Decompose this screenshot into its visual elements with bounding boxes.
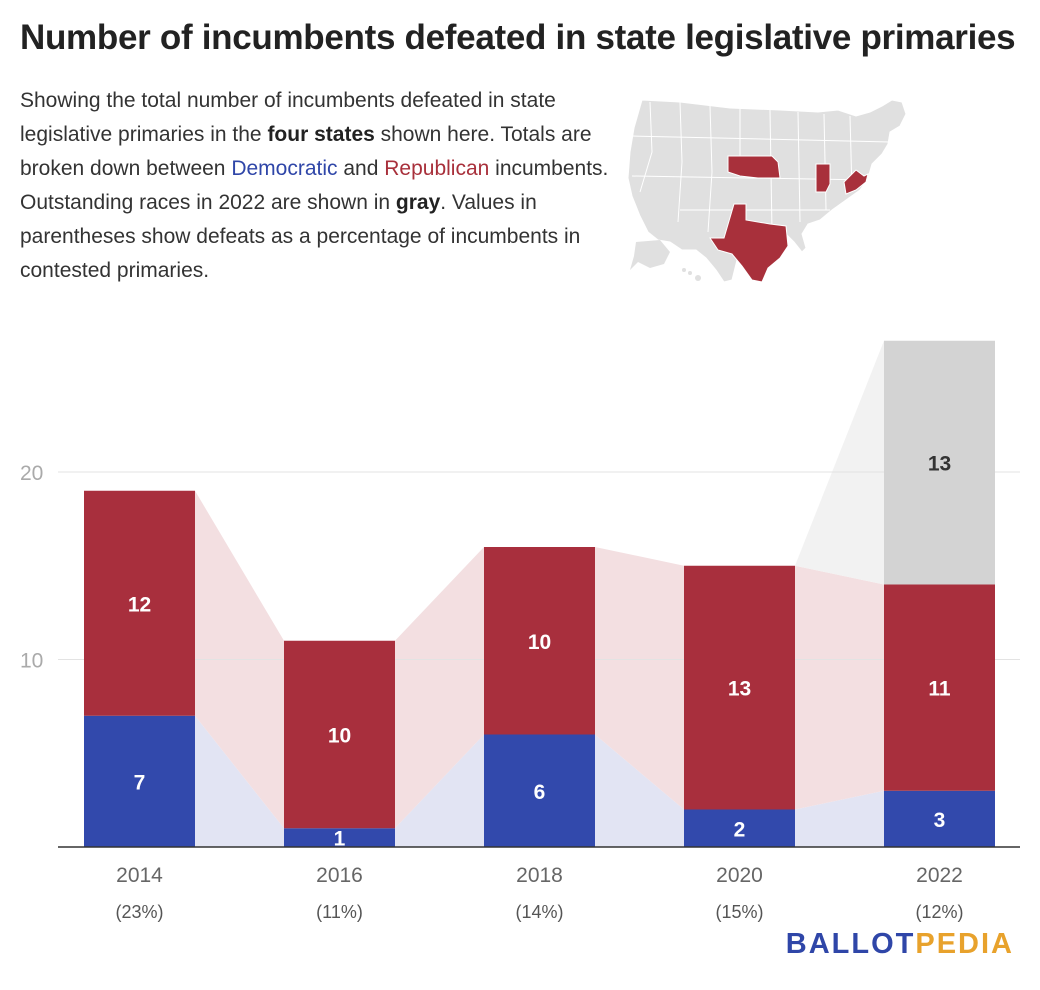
x-sublabel-2018: (14%) bbox=[515, 902, 563, 922]
desc-bold-gray: gray bbox=[395, 191, 441, 214]
x-label-2022: 2022 bbox=[916, 864, 963, 887]
x-axis-labels: 2014 (23%) 2016 (11%) 2018 (14%) 2020 (15%) 2022… bbox=[115, 864, 963, 922]
label-republican-2020: 13 bbox=[728, 678, 751, 701]
desc-text-4: incumbents. Outstanding races in 2022 ar… bbox=[20, 157, 609, 214]
bar-republican-2020 bbox=[684, 565, 795, 810]
chart-description: Showing the total number of incumbents d… bbox=[20, 84, 630, 288]
x-sublabel-2014: (23%) bbox=[115, 902, 163, 922]
bar-democratic-2022 bbox=[884, 790, 995, 847]
bar-republican-2022 bbox=[884, 584, 995, 791]
desc-text-5: . Values in parentheses show defeats as … bbox=[20, 191, 581, 282]
bars: 7 12 1 10 6 10 2 13 3 11 13 bbox=[84, 340, 995, 851]
x-sublabel-2016: (11%) bbox=[316, 902, 363, 922]
dem-band-2 bbox=[595, 734, 684, 847]
x-label-2020: 2020 bbox=[716, 864, 763, 887]
state-indiana bbox=[815, 163, 831, 193]
state-nebraska bbox=[727, 155, 781, 179]
label-democratic-2020: 2 bbox=[734, 818, 746, 841]
desc-bold-four-states: four states bbox=[267, 123, 375, 146]
label-republican-2014: 12 bbox=[128, 593, 151, 616]
label-democratic-2014: 7 bbox=[134, 771, 146, 794]
state-texas bbox=[709, 203, 789, 283]
state-hawaii bbox=[682, 268, 701, 281]
x-sublabel-2022: (12%) bbox=[915, 902, 963, 922]
bar-republican-2014 bbox=[84, 490, 195, 716]
desc-republican: Republican bbox=[384, 157, 490, 180]
rep-band-3 bbox=[795, 565, 884, 810]
rep-band-1 bbox=[395, 547, 484, 829]
chart-title: Number of incumbents defeated in state l… bbox=[20, 18, 1016, 57]
bar-outstanding-2022 bbox=[884, 340, 995, 585]
bar-democratic-2020 bbox=[684, 809, 795, 847]
outstanding-band-3 bbox=[795, 340, 884, 585]
us-states-map bbox=[627, 99, 907, 283]
label-outstanding-2022: 13 bbox=[928, 453, 951, 476]
rep-band-2 bbox=[595, 547, 684, 810]
logo-part-ballot: BALLOT bbox=[785, 928, 916, 960]
dem-band-0 bbox=[195, 715, 284, 847]
ballotpedia-logo: BALLOTPEDIA bbox=[786, 928, 1014, 961]
state-borders bbox=[631, 101, 891, 233]
dem-band-1 bbox=[395, 734, 484, 847]
x-label-2014: 2014 bbox=[116, 864, 163, 887]
x-sublabel-2020: (15%) bbox=[715, 902, 763, 922]
desc-democratic: Democratic bbox=[231, 157, 338, 180]
label-republican-2016: 10 bbox=[328, 725, 351, 748]
label-democratic-2018: 6 bbox=[534, 781, 546, 804]
state-alaska bbox=[630, 240, 670, 270]
y-tick-20: 20 bbox=[20, 462, 43, 485]
us-mainland-shape bbox=[627, 99, 907, 283]
y-tick-10: 10 bbox=[20, 650, 43, 673]
label-democratic-2022: 3 bbox=[934, 809, 946, 832]
desc-text-3: and bbox=[337, 157, 385, 180]
bar-republican-2016 bbox=[284, 640, 395, 829]
bar-democratic-2014 bbox=[84, 715, 195, 847]
desc-text-2: shown here. Totals are broken down betwe… bbox=[20, 123, 592, 180]
bar-democratic-2016 bbox=[284, 828, 395, 847]
x-label-2018: 2018 bbox=[516, 864, 563, 887]
state-west-virginia bbox=[843, 169, 869, 195]
bar-republican-2018 bbox=[484, 547, 595, 735]
desc-text-1: Showing the total number of incumbents d… bbox=[20, 89, 556, 146]
logo-part-pedia: PEDIA bbox=[915, 928, 1014, 960]
x-label-2016: 2016 bbox=[316, 864, 363, 887]
label-republican-2022: 11 bbox=[928, 678, 951, 701]
label-republican-2018: 10 bbox=[528, 631, 551, 654]
label-democratic-2016: 1 bbox=[334, 828, 346, 851]
bar-democratic-2018 bbox=[484, 734, 595, 847]
